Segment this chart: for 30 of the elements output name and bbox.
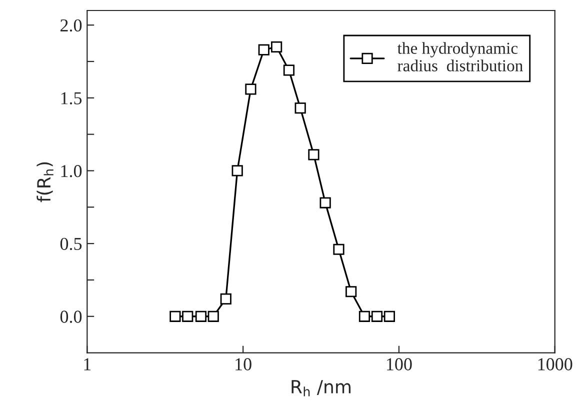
point [283, 64, 295, 76]
point [220, 293, 232, 304]
x-axis-title: R$_{h}$ /nm [292, 380, 350, 396]
x-tick-label: 10 [236, 358, 252, 370]
legend-label: the hydrodynamic radius distribution [397, 42, 523, 72]
point [232, 165, 243, 176]
point [208, 310, 219, 322]
point [258, 44, 270, 56]
point [346, 286, 357, 298]
point [358, 310, 370, 322]
point [195, 310, 207, 322]
point [182, 310, 194, 322]
point [371, 310, 383, 322]
x-tick-label: 100 [387, 358, 412, 370]
point [333, 244, 344, 255]
x-tick-label: 1000 [538, 358, 572, 370]
y-tick-label: 2.0 [60, 19, 82, 32]
point [170, 310, 181, 322]
point [384, 310, 395, 322]
x-tick-label: 1 [84, 358, 91, 370]
y-tick-label: 0.0 [60, 310, 82, 323]
y-axis-title: f(R$_{h}$) [36, 162, 54, 202]
point [294, 102, 306, 114]
point [270, 41, 282, 52]
y-tick-label: 0.5 [60, 238, 82, 250]
y-tick-label: 1.5 [61, 92, 82, 104]
point [245, 84, 256, 95]
point [308, 149, 320, 160]
y-tick-label: 1.0 [61, 164, 82, 178]
point [320, 197, 331, 208]
